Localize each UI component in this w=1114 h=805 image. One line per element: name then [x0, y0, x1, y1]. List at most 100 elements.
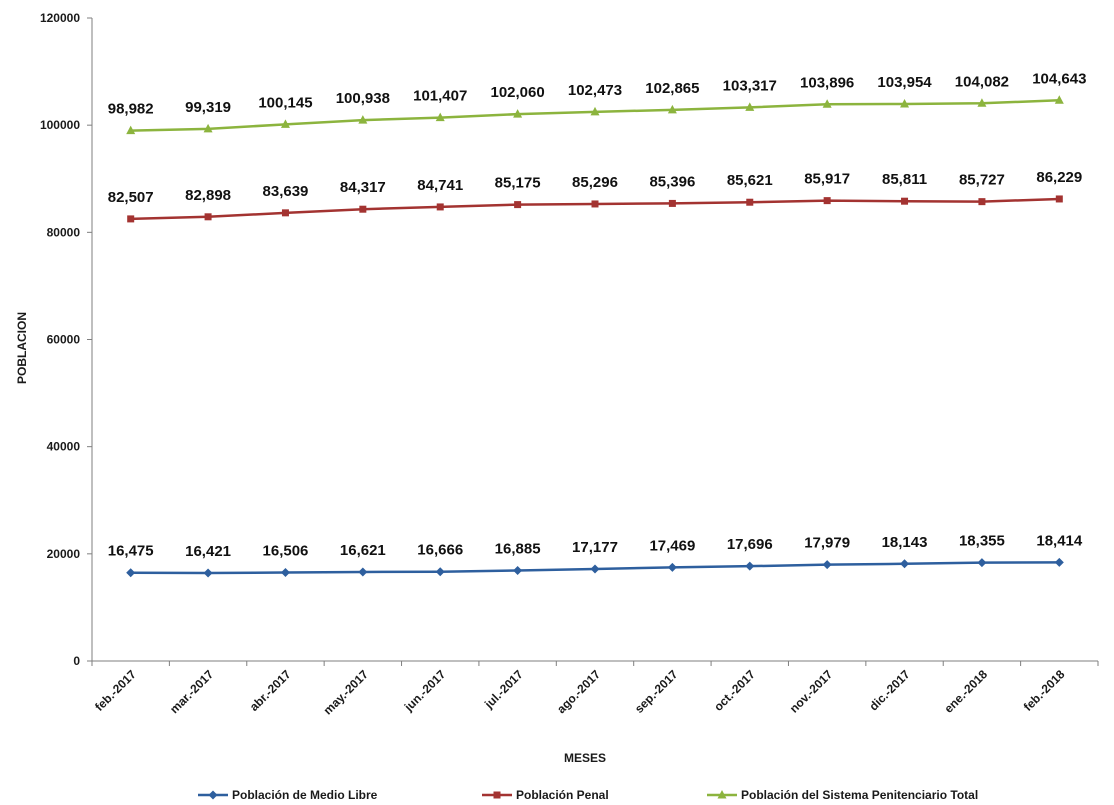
- square-marker: [204, 213, 212, 221]
- data-label: 16,885: [495, 541, 541, 558]
- data-label: 85,727: [959, 172, 1005, 189]
- triangle-marker: [203, 123, 213, 133]
- data-label: 102,060: [490, 84, 544, 101]
- x-axis-title: MESES: [564, 751, 606, 765]
- data-label: 16,421: [185, 543, 231, 560]
- triangle-marker: [717, 790, 727, 799]
- triangle-marker: [126, 125, 136, 135]
- square-marker: [978, 198, 986, 206]
- data-label: 86,229: [1036, 169, 1082, 186]
- square-marker: [281, 209, 289, 217]
- data-label: 17,469: [649, 537, 695, 554]
- data-label: 99,319: [185, 99, 231, 116]
- y-tick-label: 20000: [47, 547, 81, 561]
- data-label: 104,643: [1032, 70, 1086, 87]
- data-label: 101,407: [413, 88, 467, 105]
- square-marker: [493, 791, 501, 799]
- square-marker: [901, 197, 909, 205]
- data-label: 82,898: [185, 187, 231, 204]
- data-label: 103,896: [800, 74, 854, 91]
- data-label: 17,177: [572, 539, 618, 556]
- data-label: 84,317: [340, 179, 386, 196]
- data-label: 17,696: [727, 536, 773, 553]
- data-label: 18,143: [882, 534, 928, 551]
- triangle-marker: [513, 109, 523, 118]
- y-tick-label: 60000: [47, 333, 81, 347]
- legend-label: Población del Sistema Penitenciario Tota…: [741, 788, 978, 802]
- diamond-marker: [977, 558, 987, 568]
- data-label: 98,982: [108, 101, 154, 118]
- data-label: 16,506: [263, 543, 309, 560]
- square-marker: [127, 215, 135, 223]
- series-layer: [126, 95, 1064, 578]
- y-axis-title: POBLACION: [15, 312, 29, 384]
- data-label: 103,954: [877, 74, 932, 91]
- x-tick-label: sep.-2017: [632, 667, 681, 716]
- triangle-marker: [435, 112, 445, 122]
- square-marker: [514, 201, 522, 209]
- legend-label: Población Penal: [516, 788, 609, 802]
- legend-item: Población Penal: [482, 788, 609, 802]
- data-label: 100,145: [258, 94, 312, 111]
- square-marker: [591, 200, 599, 208]
- square-marker: [436, 203, 444, 211]
- series-1: [126, 557, 1064, 578]
- data-label: 85,175: [495, 175, 541, 192]
- y-tick-label: 80000: [47, 225, 81, 239]
- y-tick-label: 0: [73, 654, 80, 668]
- data-label-layer: 16,475 16,421 16,506 16,621 16,666 16,885 17,1…: [108, 70, 1087, 560]
- x-tick-label: abr.-2017: [247, 667, 294, 714]
- triangle-marker: [667, 104, 677, 114]
- data-label: 102,865: [645, 80, 699, 97]
- y-axis: 0 20000 40000 60000 80000 100000 120000: [40, 11, 93, 668]
- data-label: 83,639: [263, 183, 309, 200]
- data-label: 100,938: [336, 90, 390, 107]
- data-label: 18,414: [1036, 532, 1083, 549]
- legend-label: Población de Medio Libre: [232, 788, 378, 802]
- legend-item: Población del Sistema Penitenciario Tota…: [707, 788, 978, 802]
- series-2: [127, 195, 1063, 223]
- data-label: 16,475: [108, 543, 154, 560]
- diamond-marker: [435, 567, 445, 577]
- triangle-marker: [590, 106, 600, 116]
- x-tick-label: nov.-2017: [787, 667, 836, 716]
- y-tick-label: 100000: [40, 118, 80, 132]
- x-tick-label: jul.-2017: [481, 667, 526, 712]
- data-label: 18,355: [959, 533, 1005, 550]
- square-marker: [1055, 195, 1063, 203]
- square-marker: [823, 197, 831, 205]
- square-marker: [359, 205, 367, 213]
- x-tick-label: ene.-2018: [941, 667, 990, 716]
- data-label: 85,917: [804, 171, 850, 188]
- diamond-marker: [590, 564, 600, 574]
- triangle-marker: [1054, 95, 1064, 104]
- diamond-marker: [667, 562, 677, 572]
- triangle-marker: [977, 98, 987, 107]
- diamond-marker: [745, 561, 755, 571]
- x-tick-label: oct.-2017: [711, 667, 758, 714]
- data-label: 85,621: [727, 172, 773, 189]
- triangle-marker: [280, 119, 290, 128]
- x-tick-label: dic.-2017: [866, 667, 912, 713]
- x-tick-label: may.-2017: [321, 667, 372, 718]
- diamond-marker: [513, 566, 523, 576]
- data-label: 84,741: [417, 177, 463, 194]
- y-tick-label: 120000: [40, 11, 80, 25]
- square-marker: [668, 199, 676, 207]
- triangle-marker: [822, 99, 832, 108]
- x-tick-label: jun.-2017: [401, 667, 449, 715]
- data-label: 16,666: [417, 542, 463, 559]
- diamond-marker: [126, 568, 136, 578]
- square-marker: [746, 198, 754, 206]
- legend: Población de Medio Libre Población Penal P…: [198, 788, 978, 802]
- data-label: 85,296: [572, 174, 618, 191]
- data-label: 17,979: [804, 535, 850, 552]
- data-label: 85,811: [882, 171, 927, 188]
- diamond-marker: [900, 559, 910, 569]
- x-tick-label: ago.-2017: [554, 667, 603, 716]
- x-axis: feb.-2017 mar.-2017 abr.-2017 may.-2017 jun.…: [91, 660, 1099, 718]
- diamond-marker: [822, 560, 832, 570]
- data-label: 16,621: [340, 542, 386, 559]
- x-tick-label: feb.-2018: [1021, 667, 1068, 714]
